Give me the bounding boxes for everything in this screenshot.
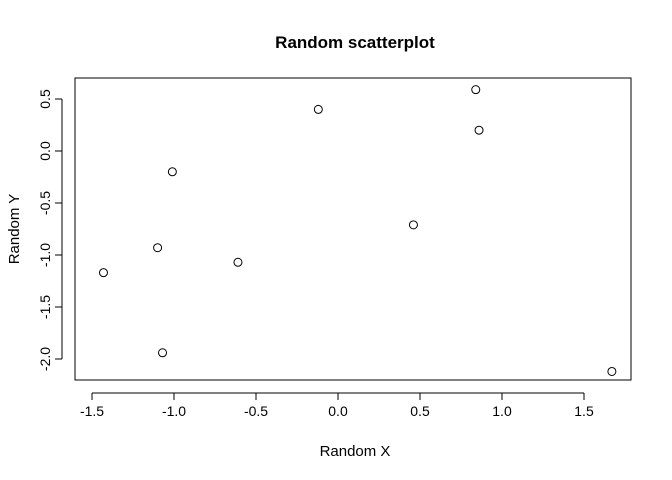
y-tick-label: 0.0 (37, 141, 53, 161)
x-tick-label: -1.0 (162, 403, 186, 419)
x-axis-label: Random X (320, 443, 391, 460)
data-point (408, 220, 418, 230)
data-point (153, 243, 163, 253)
x-tick-label: 1.0 (492, 403, 512, 419)
y-tick-label: 0.5 (37, 89, 53, 109)
data-point (607, 366, 617, 376)
x-axis: -1.5 -1.0 -0.5 0.0 0.5 1.0 1.5 (80, 392, 594, 419)
y-tick-label: -1.0 (37, 243, 53, 267)
y-tick-label: -1.5 (37, 295, 53, 319)
data-point (233, 257, 243, 267)
x-tick-label: -1.5 (80, 403, 104, 419)
data-point (471, 85, 481, 95)
y-axis-label: Random Y (6, 194, 23, 265)
data-point (158, 348, 168, 358)
x-tick-label: 0.5 (410, 403, 430, 419)
y-axis: -2.0 -1.5 -1.0 -0.5 0.0 0.5 (37, 89, 63, 371)
x-tick-label: 0.0 (328, 403, 348, 419)
chart-title: Random scatterplot (275, 33, 435, 52)
data-point (313, 104, 323, 114)
data-point (474, 125, 484, 135)
x-tick-label: -0.5 (244, 403, 268, 419)
data-point (167, 167, 177, 177)
data-points (98, 85, 617, 376)
y-tick-label: -0.5 (37, 191, 53, 215)
data-point (98, 268, 108, 278)
y-tick-label: -2.0 (37, 347, 53, 371)
x-tick-label: 1.5 (574, 403, 594, 419)
plot-area (74, 77, 632, 381)
